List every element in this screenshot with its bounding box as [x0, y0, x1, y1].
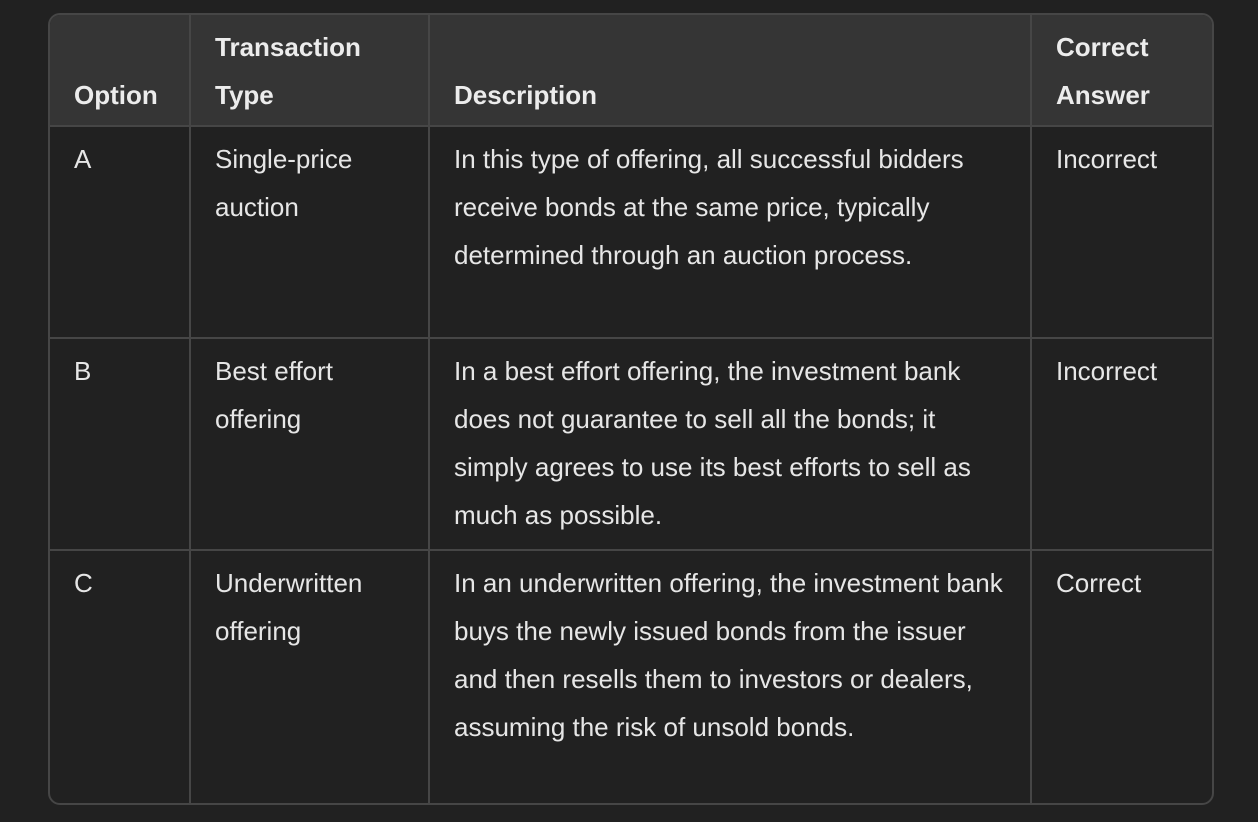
header-row: Option Transaction Type Description Corr…	[50, 15, 1212, 127]
cell-description: In this type of offering, all successful…	[428, 125, 1032, 339]
table-row: B Best effort offering In a best effort …	[50, 337, 1212, 551]
cell-option: A	[50, 125, 191, 339]
header-transaction-type: Transaction Type	[189, 15, 430, 127]
table-row: A Single-price auction In this type of o…	[50, 125, 1212, 339]
cell-correct-answer: Incorrect	[1030, 125, 1212, 339]
cell-correct-answer: Incorrect	[1030, 337, 1212, 551]
table-row: C Underwritten offering In an underwritt…	[50, 549, 1212, 803]
header-description: Description	[428, 15, 1032, 127]
cell-option: B	[50, 337, 191, 551]
table-header: Option Transaction Type Description Corr…	[50, 15, 1212, 127]
table-body: A Single-price auction In this type of o…	[50, 125, 1212, 803]
header-correct-answer: Correct Answer	[1030, 15, 1212, 127]
cell-correct-answer: Correct	[1030, 549, 1212, 803]
cell-transaction-type: Underwritten offering	[189, 549, 430, 803]
cell-description: In a best effort offering, the investmen…	[428, 337, 1032, 551]
cell-option: C	[50, 549, 191, 803]
cell-transaction-type: Best effort offering	[189, 337, 430, 551]
options-table: Option Transaction Type Description Corr…	[50, 15, 1212, 803]
cell-description: In an underwritten offering, the investm…	[428, 549, 1032, 803]
header-option: Option	[50, 15, 191, 127]
answer-table: Option Transaction Type Description Corr…	[48, 13, 1214, 805]
cell-transaction-type: Single-price auction	[189, 125, 430, 339]
